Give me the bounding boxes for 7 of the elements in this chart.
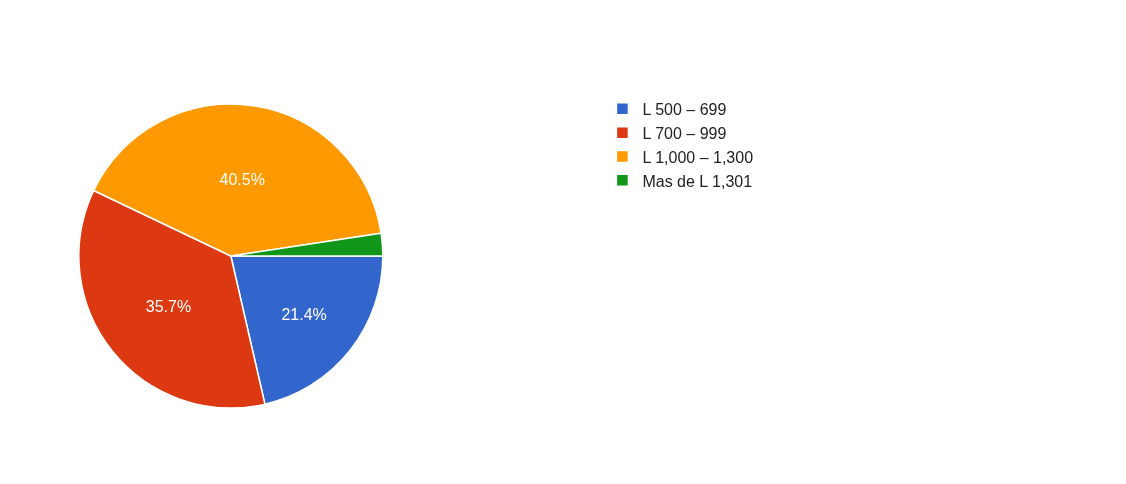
legend-label: Mas de L 1,301 [642,172,753,190]
legend-label: L 1,000 – 1,300 [642,148,754,166]
data-label: 40.5% [219,170,265,188]
data-label: 21.4% [281,305,327,323]
legend-label: L 700 – 999 [642,124,727,142]
legend-label: L 500 – 699 [642,101,727,119]
data-label: 35.7% [145,297,192,315]
